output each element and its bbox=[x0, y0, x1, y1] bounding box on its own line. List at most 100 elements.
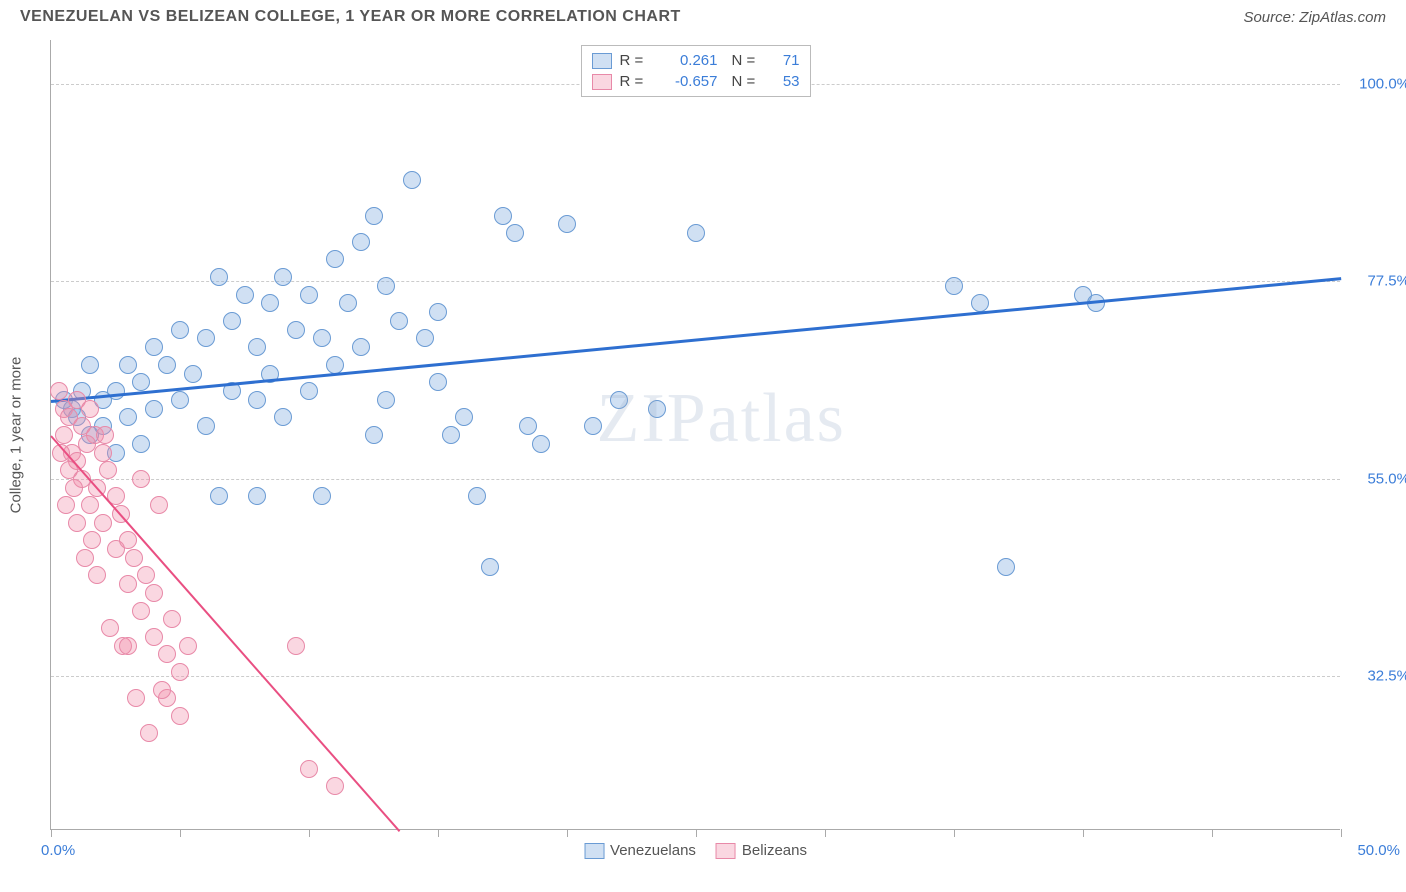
data-point bbox=[313, 329, 331, 347]
data-point bbox=[171, 391, 189, 409]
data-point bbox=[119, 356, 137, 374]
data-point bbox=[179, 637, 197, 655]
legend-swatch bbox=[592, 74, 612, 90]
data-point bbox=[506, 224, 524, 242]
x-tick bbox=[51, 829, 52, 837]
data-point bbox=[81, 496, 99, 514]
data-point bbox=[248, 487, 266, 505]
data-point bbox=[455, 408, 473, 426]
data-point bbox=[125, 549, 143, 567]
data-point bbox=[339, 294, 357, 312]
data-point bbox=[119, 408, 137, 426]
data-point bbox=[119, 637, 137, 655]
gridline bbox=[51, 479, 1340, 480]
x-axis-min-label: 0.0% bbox=[41, 842, 75, 859]
data-point bbox=[65, 479, 83, 497]
data-point bbox=[81, 356, 99, 374]
data-point bbox=[140, 724, 158, 742]
n-value: 53 bbox=[770, 73, 800, 90]
legend-item: Belizeans bbox=[716, 842, 807, 859]
data-point bbox=[300, 382, 318, 400]
data-point bbox=[610, 391, 628, 409]
data-point bbox=[352, 338, 370, 356]
data-point bbox=[83, 531, 101, 549]
data-point bbox=[945, 277, 963, 295]
data-point bbox=[119, 531, 137, 549]
data-point bbox=[99, 461, 117, 479]
x-tick bbox=[1212, 829, 1213, 837]
x-tick bbox=[438, 829, 439, 837]
y-axis-title: College, 1 year or more bbox=[8, 356, 25, 513]
correlation-legend: R =0.261N =71R =-0.657N =53 bbox=[581, 45, 811, 97]
n-value: 71 bbox=[770, 52, 800, 69]
data-point bbox=[171, 663, 189, 681]
x-tick bbox=[1083, 829, 1084, 837]
data-point bbox=[274, 268, 292, 286]
data-point bbox=[94, 514, 112, 532]
watermark: ZIPatlas bbox=[597, 379, 846, 459]
data-point bbox=[481, 558, 499, 576]
legend-item: Venezuelans bbox=[584, 842, 696, 859]
data-point bbox=[145, 628, 163, 646]
data-point bbox=[50, 382, 68, 400]
y-tick-label: 100.0% bbox=[1350, 75, 1406, 92]
data-point bbox=[158, 356, 176, 374]
data-point bbox=[648, 400, 666, 418]
data-point bbox=[81, 400, 99, 418]
data-point bbox=[119, 575, 137, 593]
legend-row: R =0.261N =71 bbox=[592, 50, 800, 71]
data-point bbox=[210, 268, 228, 286]
data-point bbox=[145, 584, 163, 602]
chart-title: VENEZUELAN VS BELIZEAN COLLEGE, 1 YEAR O… bbox=[20, 8, 681, 26]
data-point bbox=[88, 566, 106, 584]
data-point bbox=[468, 487, 486, 505]
data-point bbox=[287, 637, 305, 655]
data-point bbox=[519, 417, 537, 435]
data-point bbox=[132, 435, 150, 453]
data-point bbox=[300, 286, 318, 304]
r-value: 0.261 bbox=[658, 52, 718, 69]
data-point bbox=[236, 286, 254, 304]
gridline bbox=[51, 676, 1340, 677]
data-point bbox=[997, 558, 1015, 576]
data-point bbox=[403, 171, 421, 189]
data-point bbox=[68, 514, 86, 532]
legend-label: Venezuelans bbox=[610, 842, 696, 859]
n-label: N = bbox=[732, 73, 762, 90]
x-tick bbox=[825, 829, 826, 837]
data-point bbox=[150, 496, 168, 514]
data-point bbox=[153, 681, 171, 699]
data-point bbox=[390, 312, 408, 330]
legend-row: R =-0.657N =53 bbox=[592, 71, 800, 92]
data-point bbox=[261, 294, 279, 312]
chart-plot-area: College, 1 year or more ZIPatlas R =0.26… bbox=[50, 40, 1340, 830]
data-point bbox=[184, 365, 202, 383]
data-point bbox=[429, 373, 447, 391]
data-point bbox=[365, 207, 383, 225]
source-label: Source: ZipAtlas.com bbox=[1243, 9, 1386, 26]
y-tick-label: 55.0% bbox=[1350, 470, 1406, 487]
data-point bbox=[132, 470, 150, 488]
r-value: -0.657 bbox=[658, 73, 718, 90]
data-point bbox=[416, 329, 434, 347]
data-point bbox=[78, 435, 96, 453]
header: VENEZUELAN VS BELIZEAN COLLEGE, 1 YEAR O… bbox=[0, 0, 1406, 30]
data-point bbox=[300, 760, 318, 778]
x-tick bbox=[309, 829, 310, 837]
y-tick-label: 32.5% bbox=[1350, 668, 1406, 685]
data-point bbox=[132, 602, 150, 620]
y-tick-label: 77.5% bbox=[1350, 273, 1406, 290]
data-point bbox=[127, 689, 145, 707]
data-point bbox=[223, 312, 241, 330]
x-tick bbox=[954, 829, 955, 837]
data-point bbox=[158, 645, 176, 663]
data-point bbox=[248, 338, 266, 356]
x-tick bbox=[1341, 829, 1342, 837]
data-point bbox=[494, 207, 512, 225]
data-point bbox=[197, 417, 215, 435]
x-tick bbox=[567, 829, 568, 837]
data-point bbox=[971, 294, 989, 312]
data-point bbox=[57, 496, 75, 514]
data-point bbox=[163, 610, 181, 628]
data-point bbox=[352, 233, 370, 251]
